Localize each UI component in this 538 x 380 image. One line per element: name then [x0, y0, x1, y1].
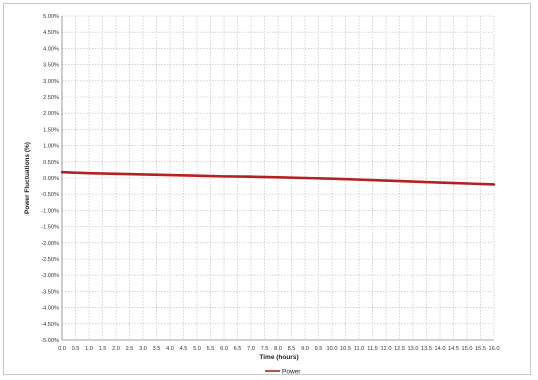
y-tick-label: 1.50%: [43, 127, 59, 133]
x-tick-label: 7.0: [247, 346, 255, 352]
x-tick-label: 11.0: [354, 346, 364, 352]
x-tick-label: 11.5: [367, 346, 377, 352]
y-tick-label: 3.50%: [43, 63, 59, 69]
y-tick-label: 1.00%: [43, 144, 59, 150]
y-tick-label: 4.00%: [43, 46, 59, 52]
x-tick-label: 14.5: [448, 346, 459, 352]
legend: Power: [265, 369, 301, 376]
y-tick-label: 5.00%: [43, 14, 59, 20]
x-tick-label: 9.0: [301, 346, 309, 352]
x-tick-label: 10.5: [340, 346, 351, 352]
x-axis-title: Time (hours): [259, 354, 298, 361]
x-axis-ticks: 0.0 0.5 1.0 1.5 2.0 2.5 3.0 3.5 4.0 4.5 5.0 5.5 6.0 6…: [58, 346, 499, 352]
x-tick-label: 0.5: [72, 346, 80, 352]
x-tick-label: 8.0: [274, 346, 282, 352]
x-tick-label: 4.0: [166, 346, 174, 352]
x-tick-label: 7.5: [261, 346, 269, 352]
y-tick-label: -1.00%: [41, 208, 59, 214]
y-tick-label: 2.00%: [43, 111, 59, 117]
chart-frame: [3, 3, 531, 375]
legend-label-power: Power: [282, 369, 301, 376]
y-tick-label: -4.00%: [41, 306, 59, 312]
y-axis-title: Power Fluctuations (%): [24, 142, 31, 214]
y-axis-ticks: 5.00% 4.50% 4.00% 3.50% 3.00% 2.50% 2.00% 1.50%…: [41, 14, 59, 344]
x-tick-label: 0.0: [58, 346, 66, 352]
x-tick-label: 12.5: [394, 346, 405, 352]
y-tick-label: 0.50%: [43, 160, 59, 166]
x-tick-label: 14.0: [435, 346, 446, 352]
x-tick-label: 5.5: [207, 346, 215, 352]
y-tick-label: 0.00%: [43, 176, 59, 182]
x-tick-label: 16.0: [489, 346, 500, 352]
y-tick-label: -3.00%: [41, 273, 59, 279]
x-tick-label: 13.0: [408, 346, 419, 352]
series-line-power: [60, 170, 496, 186]
x-tick-label: 2.5: [126, 346, 134, 352]
y-tick-label: -5.00%: [41, 338, 59, 344]
x-tick-label: 15.0: [462, 346, 473, 352]
x-tick-label: 6.0: [220, 346, 228, 352]
x-tick-label: 13.5: [421, 346, 432, 352]
y-tick-label: -1.50%: [41, 225, 59, 231]
x-tick-label: 2.0: [112, 346, 120, 352]
x-tick-label: 4.5: [180, 346, 188, 352]
y-tick-label: -2.00%: [41, 241, 59, 247]
x-tick-label: 8.5: [288, 346, 296, 352]
x-tick-label: 6.5: [234, 346, 242, 352]
x-tick-label: 1.0: [85, 346, 93, 352]
x-tick-label: 12.0: [381, 346, 392, 352]
y-tick-label: 3.00%: [43, 79, 59, 85]
x-tick-label: 10.0: [327, 346, 338, 352]
x-tick-label: 3.5: [153, 346, 161, 352]
y-tick-label: 4.50%: [43, 30, 59, 36]
x-tick-label: 9.5: [315, 346, 323, 352]
x-tick-label: 5.0: [193, 346, 201, 352]
x-tick-label: 1.5: [99, 346, 107, 352]
x-tick-label: 3.0: [139, 346, 147, 352]
y-tick-label: -2.50%: [41, 257, 59, 263]
y-tick-label: -0.50%: [41, 192, 59, 198]
series-layer: [60, 170, 496, 186]
y-tick-label: 2.50%: [43, 95, 59, 101]
x-tick-label: 15.5: [475, 346, 486, 352]
y-tick-label: -3.50%: [41, 289, 59, 295]
y-tick-label: -4.50%: [41, 322, 59, 328]
